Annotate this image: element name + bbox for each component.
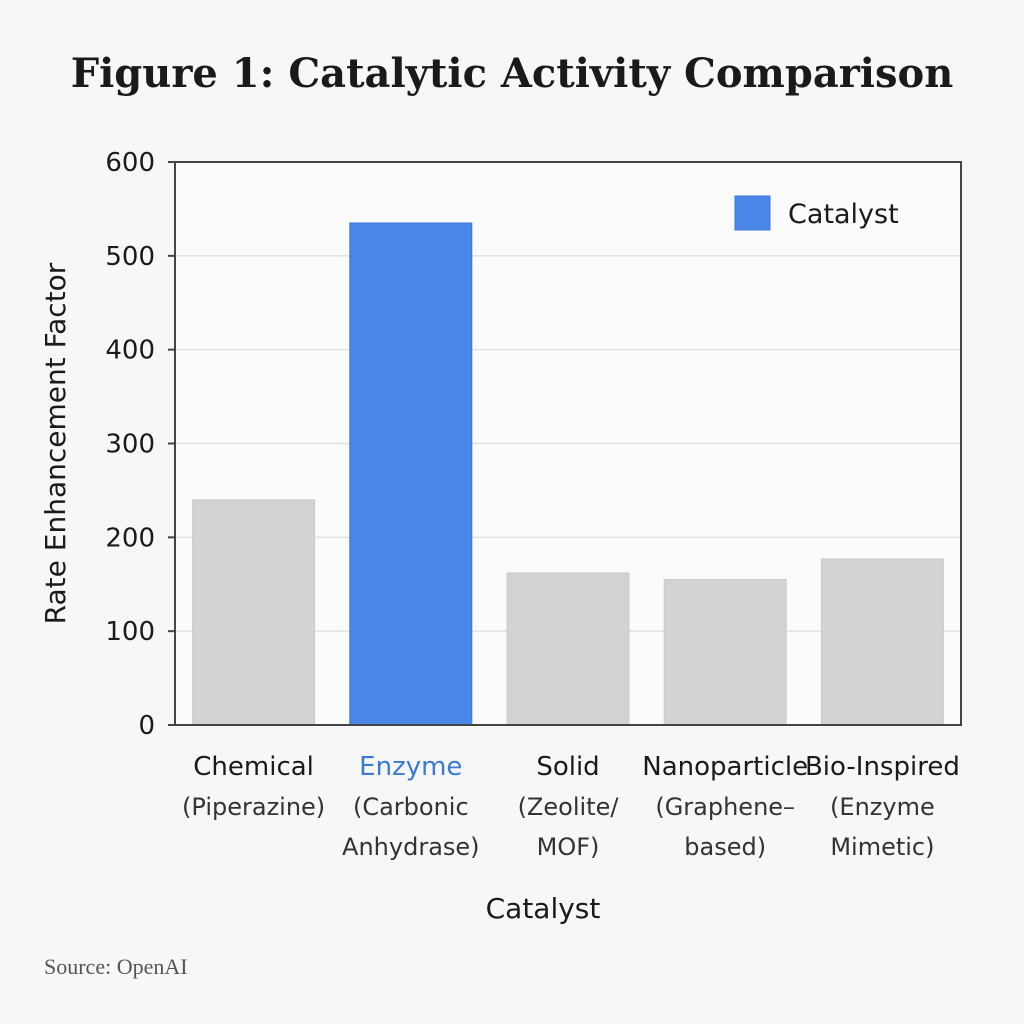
y-tick-label: 300 xyxy=(105,430,155,460)
x-tick-sublabel: (Enzyme xyxy=(830,793,935,821)
x-tick-label: Bio-Inspired xyxy=(805,752,960,782)
bar xyxy=(192,499,316,726)
bar xyxy=(349,222,473,726)
y-tick-label: 400 xyxy=(105,336,155,366)
x-tick-label: Enzyme xyxy=(359,752,462,782)
x-tick-label: Nanoparticle xyxy=(642,752,808,782)
y-tick-label: 0 xyxy=(138,711,155,741)
x-tick-sublabel: based) xyxy=(684,833,766,861)
y-tick-label: 100 xyxy=(105,617,155,647)
x-tick-label: Chemical xyxy=(193,752,314,782)
x-tick-sublabel: (Carbonic xyxy=(353,793,469,821)
x-tick-sublabel: (Zeolite/ xyxy=(518,793,620,821)
x-tick-sublabel: (Piperazine) xyxy=(182,793,325,821)
x-tick-label: Solid xyxy=(536,752,599,782)
bar xyxy=(506,572,630,726)
source-note: Source: OpenAI xyxy=(44,954,188,979)
x-tick-sublabel: MOF) xyxy=(537,833,600,861)
bar xyxy=(663,579,787,726)
x-tick-sublabel: Mimetic) xyxy=(830,833,934,861)
figure-title: Figure 1: Catalytic Activity Comparison xyxy=(70,50,954,97)
bar xyxy=(820,558,944,726)
x-axis-label: Catalyst xyxy=(486,892,601,925)
y-axis-label: Rate Enhancement Factor xyxy=(39,262,72,624)
x-tick-sublabel: Anhydrase) xyxy=(342,833,479,861)
y-tick-label: 500 xyxy=(105,242,155,272)
x-tick-sublabel: (Graphene– xyxy=(655,793,795,821)
y-tick-label: 200 xyxy=(105,523,155,553)
legend-swatch xyxy=(734,195,771,231)
legend-label: Catalyst xyxy=(788,199,899,230)
plot-frame xyxy=(174,161,962,726)
y-tick-label: 600 xyxy=(105,148,155,178)
